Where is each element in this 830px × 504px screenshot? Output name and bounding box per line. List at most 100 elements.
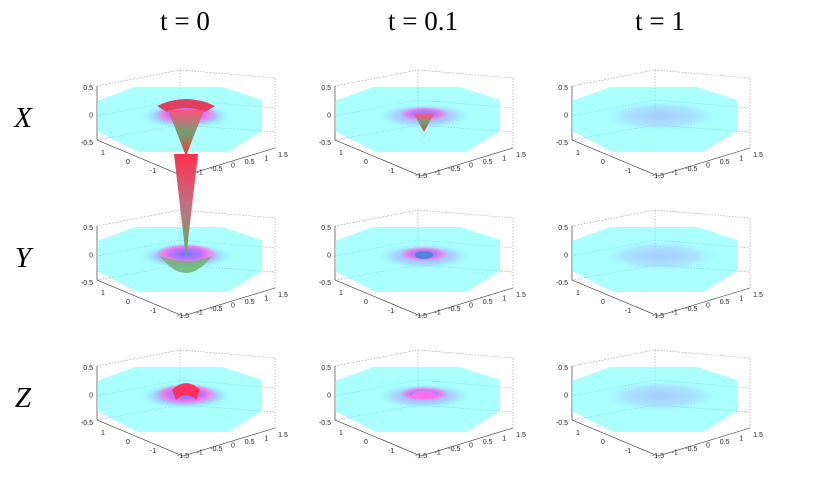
- z-tick-label: 0.5: [558, 225, 568, 232]
- x-tick-label: 0.5: [720, 299, 730, 306]
- y-tick-label: -1: [388, 168, 394, 175]
- surface-panel: 0.5 0 -0.5 1 0 -1 -1.5 -1 -0.5 0 0.5 1 1.5: [319, 209, 526, 320]
- y-tick-label: 0: [364, 299, 368, 306]
- z-tick-label: 0: [327, 253, 331, 260]
- x-tick-label: -1.5: [415, 313, 427, 320]
- y-tick-label: -1: [150, 308, 156, 315]
- column-title: t = 1: [635, 6, 685, 36]
- y-tick-label: 1: [339, 430, 343, 437]
- x-tick-label: -1.5: [652, 453, 664, 460]
- z-tick-label: 0.5: [321, 85, 331, 92]
- x-tick-label: 1: [502, 156, 506, 163]
- x-tick-label: 0.5: [245, 439, 255, 446]
- x-tick-label: -0.5: [448, 446, 460, 453]
- x-tick-label: 1.5: [278, 292, 288, 299]
- surface-panel: 0.5 0 -0.5 1 0 -1 -1.5 -1 -0.5 0 0.5 1 1.5: [319, 69, 526, 180]
- y-tick-label: 0: [601, 299, 605, 306]
- surface-glow: [601, 240, 721, 272]
- x-tick-label: -1: [435, 450, 441, 457]
- surface-top: [157, 99, 215, 112]
- x-tick-label: 1.5: [516, 432, 526, 439]
- x-tick-label: 0.5: [245, 299, 255, 306]
- surface-panel: 0.5 0 -0.5 1 0 -1 -1.5 -1 -0.5 0 0.5 1 1.5: [556, 349, 763, 460]
- z-tick-label: 0: [564, 393, 568, 400]
- surface-panel: 0.5 0 -0.5 1 0 -1 -1.5 -1 -0.5 0 0.5 1 1.5: [556, 69, 763, 180]
- x-tick-label: -0.5: [685, 306, 697, 313]
- y-tick-label: -1: [150, 168, 156, 175]
- row-label: X: [13, 102, 33, 134]
- z-tick-label: 0: [89, 253, 93, 260]
- y-tick-label: 1: [101, 150, 105, 157]
- x-tick-label: -1.5: [415, 453, 427, 460]
- x-tick-label: -1.5: [177, 453, 189, 460]
- z-tick-label: -0.5: [556, 420, 568, 427]
- x-tick-label: -1: [672, 170, 678, 177]
- x-tick-label: 1.5: [753, 292, 763, 299]
- surface-bump: [415, 251, 433, 259]
- row-label: Z: [15, 382, 32, 414]
- x-tick-label: -1.5: [415, 173, 427, 180]
- x-tick-label: 0: [706, 163, 710, 170]
- y-tick-label: -1: [625, 448, 631, 455]
- x-tick-label: 0.5: [720, 159, 730, 166]
- row-label: Y: [15, 242, 34, 274]
- x-tick-label: -1.5: [652, 313, 664, 320]
- surface-glow: [601, 100, 721, 132]
- surface-pit: [414, 114, 434, 132]
- x-tick-label: -0.5: [685, 446, 697, 453]
- x-tick-label: 1: [264, 436, 268, 443]
- x-tick-label: 1: [739, 436, 743, 443]
- y-tick-label: -1: [625, 308, 631, 315]
- x-tick-label: 1: [502, 436, 506, 443]
- z-tick-label: -0.5: [319, 420, 331, 427]
- column-title: t = 0.1: [388, 6, 458, 36]
- x-tick-label: -1.5: [652, 173, 664, 180]
- x-tick-label: 0.5: [483, 299, 493, 306]
- surface-pit: [168, 110, 204, 156]
- x-tick-label: 1: [739, 156, 743, 163]
- x-tick-label: 1.5: [516, 152, 526, 159]
- x-tick-label: -0.5: [685, 166, 697, 173]
- x-tick-label: 0.5: [720, 439, 730, 446]
- z-tick-label: -0.5: [556, 280, 568, 287]
- y-tick-label: 0: [126, 439, 130, 446]
- z-tick-label: 0: [564, 253, 568, 260]
- x-tick-label: 1: [264, 156, 268, 163]
- surface-peak: [172, 383, 200, 400]
- x-tick-label: 0: [706, 443, 710, 450]
- x-tick-label: -1: [435, 310, 441, 317]
- z-tick-label: 0.5: [321, 365, 331, 372]
- x-tick-label: -0.5: [210, 306, 222, 313]
- x-tick-label: 0.5: [483, 439, 493, 446]
- surface-panel: 0.5 0 -0.5 1 0 -1 -1.5 -1 -0.5 0 0.5 1 1.5: [81, 154, 288, 320]
- surface-panel: 0.5 0 -0.5 1 0 -1 -1.5 -1 -0.5 0 0.5 1 1.5: [81, 349, 288, 460]
- y-tick-label: -1: [388, 308, 394, 315]
- x-tick-label: -1: [672, 310, 678, 317]
- x-tick-label: 0.5: [483, 159, 493, 166]
- x-tick-label: -1: [672, 450, 678, 457]
- x-tick-label: -1: [435, 170, 441, 177]
- y-tick-label: 1: [576, 290, 580, 297]
- x-tick-label: -0.5: [210, 166, 222, 173]
- x-tick-label: -1: [197, 310, 203, 317]
- y-tick-label: 1: [101, 290, 105, 297]
- y-tick-label: 1: [576, 150, 580, 157]
- z-tick-label: 0: [89, 113, 93, 120]
- x-tick-label: 0: [469, 163, 473, 170]
- x-tick-label: 1.5: [753, 432, 763, 439]
- y-tick-label: -1: [150, 448, 156, 455]
- z-tick-label: -0.5: [319, 280, 331, 287]
- y-tick-label: 0: [126, 159, 130, 166]
- z-tick-label: -0.5: [556, 140, 568, 147]
- x-tick-label: 0: [231, 303, 235, 310]
- y-tick-label: -1: [625, 168, 631, 175]
- x-tick-label: -1.5: [177, 313, 189, 320]
- y-tick-label: 0: [126, 299, 130, 306]
- z-tick-label: 0.5: [83, 85, 93, 92]
- column-title: t = 0: [160, 6, 210, 36]
- y-tick-label: 0: [601, 439, 605, 446]
- x-tick-label: 1: [502, 296, 506, 303]
- surface-panel: 0.5 0 -0.5 1 0 -1 -1.5 -1 -0.5 0 0.5 1 1.5: [319, 349, 526, 460]
- x-tick-label: 0: [231, 163, 235, 170]
- x-tick-label: 1.5: [278, 432, 288, 439]
